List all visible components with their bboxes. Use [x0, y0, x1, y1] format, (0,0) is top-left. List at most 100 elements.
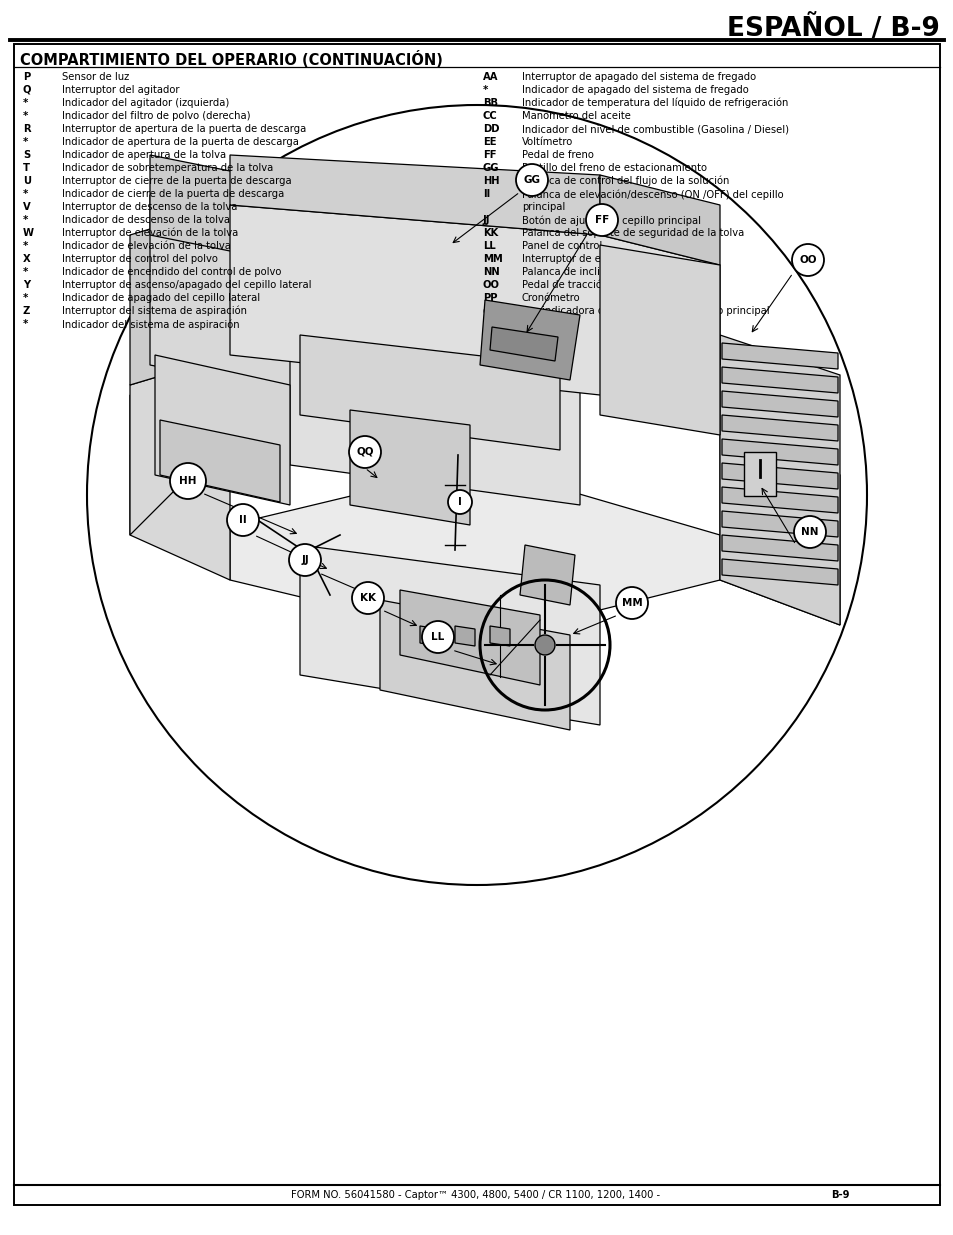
Text: S: S — [23, 149, 30, 161]
Polygon shape — [230, 205, 720, 395]
Text: principal: principal — [521, 203, 565, 212]
Text: *: * — [23, 267, 29, 277]
Text: FF: FF — [482, 149, 496, 161]
Text: Voltímetro: Voltímetro — [521, 137, 573, 147]
Polygon shape — [490, 626, 510, 646]
Text: JJ: JJ — [482, 215, 490, 225]
Polygon shape — [721, 511, 837, 537]
Text: Interruptor de descenso de la tolva: Interruptor de descenso de la tolva — [62, 203, 237, 212]
Circle shape — [585, 204, 618, 236]
Text: FF: FF — [595, 215, 608, 225]
Text: EE: EE — [482, 137, 496, 147]
Polygon shape — [130, 205, 230, 385]
Text: T: T — [23, 163, 30, 173]
Text: I: I — [457, 496, 461, 508]
Polygon shape — [379, 600, 569, 730]
Text: *: * — [23, 111, 29, 121]
Text: FORM NO. 56041580 - Captor™ 4300, 4800, 5400 / CR 1100, 1200, 1400 -: FORM NO. 56041580 - Captor™ 4300, 4800, … — [291, 1191, 662, 1200]
Text: Z: Z — [23, 306, 30, 316]
Text: Indicador de apagado del sistema de fregado: Indicador de apagado del sistema de freg… — [521, 85, 748, 95]
Polygon shape — [721, 367, 837, 393]
Text: Luz indicadora de sobrecarga del cepillo principal: Luz indicadora de sobrecarga del cepillo… — [521, 306, 769, 316]
Text: LL: LL — [482, 241, 496, 251]
Circle shape — [170, 463, 206, 499]
Text: Indicador de apertura de la puerta de descarga: Indicador de apertura de la puerta de de… — [62, 137, 298, 147]
Text: Indicador de descenso de la tolva: Indicador de descenso de la tolva — [62, 215, 230, 225]
Polygon shape — [419, 626, 439, 646]
Circle shape — [421, 621, 454, 653]
Text: Panel de control: Panel de control — [521, 241, 601, 251]
Polygon shape — [720, 335, 840, 625]
Text: *: * — [23, 319, 29, 329]
Polygon shape — [599, 175, 720, 266]
Text: BB: BB — [482, 98, 497, 107]
Text: Palanca de elevación/descenso (ON /OFF) del cepillo: Palanca de elevación/descenso (ON /OFF) … — [521, 189, 782, 200]
Text: QQ: QQ — [355, 447, 374, 457]
Text: OO: OO — [799, 254, 816, 266]
Polygon shape — [490, 327, 558, 361]
Text: KK: KK — [359, 593, 375, 603]
Circle shape — [616, 587, 647, 619]
Text: Botón de ajuste del cepillo principal: Botón de ajuste del cepillo principal — [521, 215, 700, 226]
Circle shape — [793, 516, 825, 548]
Text: NN: NN — [801, 527, 818, 537]
Text: Indicador del filtro de polvo (derecha): Indicador del filtro de polvo (derecha) — [62, 111, 251, 121]
Text: *: * — [23, 137, 29, 147]
Text: X: X — [23, 254, 30, 264]
Polygon shape — [721, 559, 837, 585]
Text: Pedal de tracción: Pedal de tracción — [521, 280, 608, 290]
Polygon shape — [721, 535, 837, 561]
Polygon shape — [150, 195, 350, 405]
Text: W: W — [23, 228, 34, 238]
Text: Palanca de inclinación del volante: Palanca de inclinación del volante — [521, 267, 691, 277]
Text: NN: NN — [482, 267, 499, 277]
Polygon shape — [290, 335, 579, 505]
Text: P: P — [23, 72, 30, 82]
Text: Interruptor de cierre de la puerta de descarga: Interruptor de cierre de la puerta de de… — [62, 177, 292, 186]
Polygon shape — [154, 354, 290, 505]
Polygon shape — [519, 545, 575, 605]
Circle shape — [349, 436, 380, 468]
Circle shape — [516, 164, 547, 196]
Text: Indicador de apagado del cepillo lateral: Indicador de apagado del cepillo lateral — [62, 293, 260, 303]
Text: Manómetro del aceite: Manómetro del aceite — [521, 111, 630, 121]
Circle shape — [448, 490, 472, 514]
Polygon shape — [720, 435, 840, 625]
Text: *: * — [23, 98, 29, 107]
Text: R: R — [23, 124, 30, 135]
Text: Indicador de sobretemperatura de la tolva: Indicador de sobretemperatura de la tolv… — [62, 163, 273, 173]
Polygon shape — [721, 343, 837, 369]
Polygon shape — [455, 626, 475, 646]
Text: DD: DD — [482, 124, 499, 135]
Text: HH: HH — [482, 177, 499, 186]
Polygon shape — [230, 466, 720, 640]
Text: U: U — [23, 177, 30, 186]
Text: ESPAÑOL / B-9: ESPAÑOL / B-9 — [726, 15, 939, 42]
Polygon shape — [721, 487, 837, 513]
Text: GG: GG — [482, 163, 499, 173]
Text: OO: OO — [482, 280, 499, 290]
Text: Indicador de temperatura del líquido de refrigeración: Indicador de temperatura del líquido de … — [521, 98, 787, 109]
Text: AA: AA — [482, 72, 498, 82]
Polygon shape — [130, 354, 230, 535]
Text: HH: HH — [179, 475, 196, 487]
Text: Indicador de encendido del control de polvo: Indicador de encendido del control de po… — [62, 267, 281, 277]
Text: Interruptor del agitador: Interruptor del agitador — [62, 85, 179, 95]
Text: Cronómetro: Cronómetro — [521, 293, 580, 303]
Polygon shape — [299, 545, 599, 725]
Polygon shape — [599, 245, 720, 435]
Text: Interruptor del sistema de aspiración: Interruptor del sistema de aspiración — [62, 306, 247, 316]
Text: *: * — [23, 215, 29, 225]
Polygon shape — [721, 438, 837, 466]
Text: *: * — [482, 85, 488, 95]
Text: COMPARTIMIENTO DEL OPERARIO (CONTINUACIÓN): COMPARTIMIENTO DEL OPERARIO (CONTINUACIÓ… — [20, 51, 442, 68]
Polygon shape — [350, 410, 470, 525]
Circle shape — [227, 504, 258, 536]
Text: Indicador del agitador (izquierda): Indicador del agitador (izquierda) — [62, 98, 229, 107]
Text: *: * — [23, 293, 29, 303]
Text: Indicador de apertura de la tolva: Indicador de apertura de la tolva — [62, 149, 226, 161]
Text: PP: PP — [482, 293, 497, 303]
Text: KK: KK — [482, 228, 497, 238]
Polygon shape — [160, 420, 280, 501]
Text: Palanca del soporte de seguridad de la tolva: Palanca del soporte de seguridad de la t… — [521, 228, 743, 238]
